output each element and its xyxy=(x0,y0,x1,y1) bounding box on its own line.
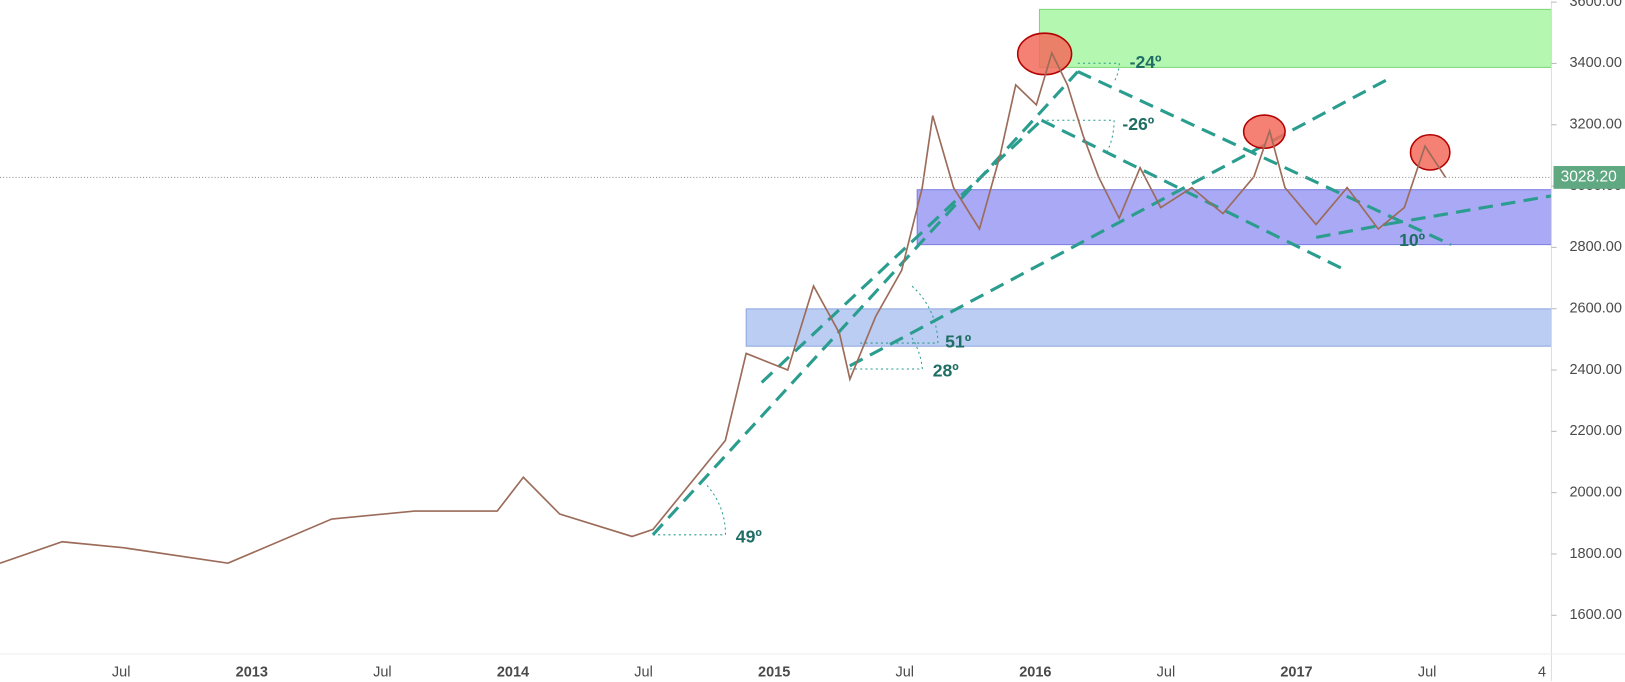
y-tick-label: 1800.00 xyxy=(1569,546,1621,562)
last-price-tag xyxy=(1553,166,1625,189)
x-tick-label: Jul xyxy=(634,664,653,680)
support-zone xyxy=(745,308,1552,347)
angle-label: 49º xyxy=(736,527,763,547)
price-line xyxy=(0,50,1447,565)
angle-label: -26º xyxy=(1122,114,1154,134)
y-tick-label: 3400.00 xyxy=(1569,55,1621,71)
x-tick-label: Jul xyxy=(112,664,131,680)
y-tick-label: 1600.00 xyxy=(1569,607,1621,623)
x-tick-label: Jul xyxy=(373,664,392,680)
x-tick-label: Jul xyxy=(1418,664,1437,680)
x-tick-label: Jul xyxy=(895,664,914,680)
x-tick-label: Jul xyxy=(1157,664,1176,680)
angle-label: -24º xyxy=(1130,52,1162,72)
x-tick-label: 2017 xyxy=(1280,664,1312,680)
y-tick-label: 2200.00 xyxy=(1569,423,1621,439)
y-tick-label: 2800.00 xyxy=(1569,239,1621,255)
angle-label: 51º xyxy=(945,332,972,352)
x-tick-label: 4 xyxy=(1538,664,1546,680)
x-tick-label: 2015 xyxy=(758,664,790,680)
angle-label: 28º xyxy=(933,361,960,381)
x-tick-label: 2016 xyxy=(1019,664,1051,680)
support-zone xyxy=(916,189,1552,246)
y-tick-label: 3200.00 xyxy=(1569,117,1621,133)
y-tick-label: 2600.00 xyxy=(1569,301,1621,317)
x-tick-label: 2013 xyxy=(236,664,268,680)
angle-arcs xyxy=(652,62,1120,536)
y-tick-label: 2400.00 xyxy=(1569,362,1621,378)
x-tick-label: 2014 xyxy=(497,664,529,680)
resistance-zone xyxy=(1038,8,1552,68)
trend-lines xyxy=(651,70,1552,536)
last-price-label: 3028.20 xyxy=(1561,169,1618,186)
angle-label: 10º xyxy=(1399,230,1426,250)
y-tick-label: 2000.00 xyxy=(1569,484,1621,500)
y-tick-label: 3600.00 xyxy=(1569,0,1621,10)
